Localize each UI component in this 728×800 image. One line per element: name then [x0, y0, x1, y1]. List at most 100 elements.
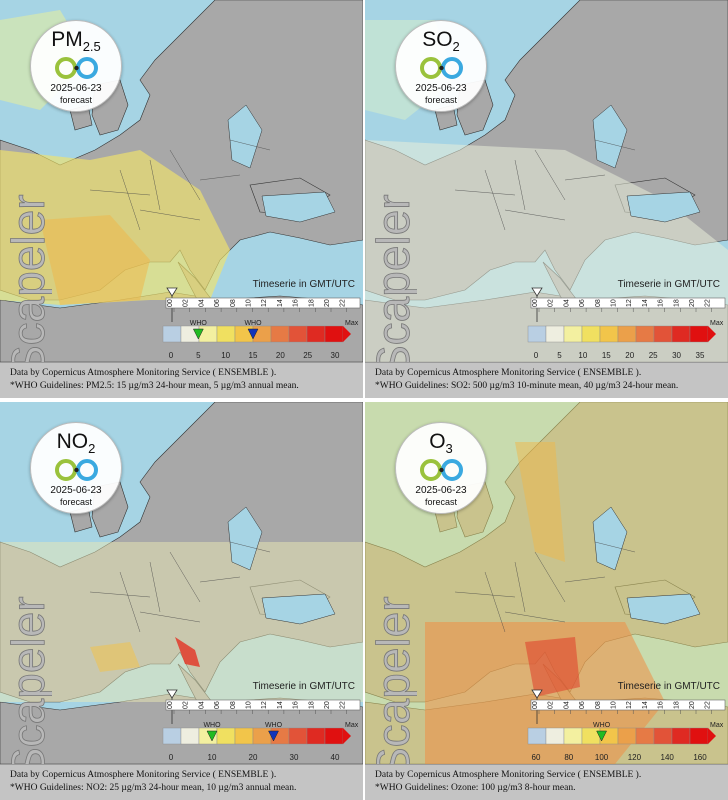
who-marker-icon	[206, 730, 218, 742]
scale-swatch	[162, 727, 182, 745]
country-border	[484, 571, 506, 633]
scale-tick-label: 25	[303, 351, 312, 360]
who-marker-icon	[192, 328, 204, 340]
country-border	[149, 561, 161, 613]
who-guideline: *WHO Guidelines: Ozone: 100 µg/m3 8-hour…	[375, 783, 576, 793]
map-panel-so2: Scapeler SO2 2025-06-23 forecast Timeser…	[365, 0, 728, 398]
max-arrow-icon	[708, 326, 716, 342]
country-border	[89, 591, 151, 598]
time-tick-label: 10	[246, 701, 253, 709]
map-panel-pm25: Scapeler PM2.5 2025-06-23 forecast Times…	[0, 0, 363, 398]
time-tick-label: 06	[214, 299, 221, 307]
time-tick-label: 18	[308, 701, 315, 709]
scapeler-logo-icon	[420, 57, 463, 79]
time-tick-label: 02	[548, 701, 555, 709]
scale-swatch	[545, 727, 565, 745]
time-slider[interactable]: 00 02 04 06 08 10 12 14 16 18 20 22	[163, 688, 363, 728]
scale-tick-label: 40	[331, 753, 340, 762]
color-scale-legend: Max 0 5 10 15 20 25 30 WHO WHO	[162, 320, 359, 360]
time-tick-label: 12	[626, 701, 633, 709]
time-tick-label: 00	[532, 299, 539, 307]
time-tick-label: 14	[277, 701, 284, 709]
inland-sea	[626, 191, 701, 223]
scale-tick-label: 80	[564, 753, 573, 762]
scale-swatch	[653, 727, 673, 745]
timeserie-label: Timeserie in GMT/UTC	[617, 681, 720, 692]
forecast-label: forecast	[59, 95, 92, 105]
country-border	[514, 159, 526, 211]
scale-swatch	[162, 325, 182, 343]
who-guideline: *WHO Guidelines: PM2.5: 15 µg/m3 24-hour…	[10, 381, 299, 391]
scale-tick-label: 10	[208, 753, 217, 762]
scale-tick-label: 15	[602, 351, 611, 360]
scale-swatch	[288, 325, 308, 343]
time-tick-label: 20	[689, 299, 696, 307]
pollutant-badge: PM2.5 2025-06-23 forecast	[30, 20, 122, 112]
time-cursor-icon[interactable]	[531, 287, 543, 297]
time-tick-label: 12	[626, 299, 633, 307]
time-tick-label: 20	[689, 701, 696, 709]
max-arrow-icon	[343, 728, 351, 744]
scale-tick-label: 20	[276, 351, 285, 360]
who-marker-icon	[247, 328, 259, 340]
max-label: Max	[345, 722, 359, 729]
time-tick-label: 04	[198, 299, 205, 307]
data-credit: Data by Copernicus Atmosphere Monitoring…	[10, 770, 277, 780]
country-border	[454, 189, 516, 196]
who-marker-icon	[596, 730, 608, 742]
time-tick-label: 08	[595, 299, 602, 307]
max-label: Max	[345, 320, 359, 327]
map-footer: Data by Copernicus Atmosphere Monitoring…	[0, 764, 363, 800]
time-tick-label: 04	[563, 701, 570, 709]
time-tick-label: 08	[595, 701, 602, 709]
scale-tick-label: 160	[693, 753, 707, 762]
scale-swatch	[671, 727, 691, 745]
time-track[interactable]	[530, 297, 726, 309]
scale-tick-label: 140	[661, 753, 675, 762]
scale-tick-label: 0	[169, 351, 174, 360]
time-tick-label: 22	[340, 299, 347, 307]
data-credit: Data by Copernicus Atmosphere Monitoring…	[375, 770, 642, 780]
scale-swatch	[581, 325, 601, 343]
time-cursor-icon[interactable]	[166, 689, 178, 699]
time-tick-label: 00	[167, 299, 174, 307]
who-label: WHO	[203, 722, 221, 729]
time-tick-label: 12	[261, 299, 268, 307]
scale-swatch	[324, 727, 344, 745]
scale-tick-label: 5	[196, 351, 201, 360]
concentration-overlay	[90, 642, 140, 672]
pollutant-badge: NO2 2025-06-23 forecast	[30, 422, 122, 514]
forecast-date: 2025-06-23	[50, 83, 102, 94]
pollutant-title: NO2	[56, 430, 96, 457]
time-cursor-icon[interactable]	[166, 287, 178, 297]
scale-swatch	[198, 325, 218, 343]
color-scale-legend: Max 60 80 100 120 140 160 WHO	[527, 722, 724, 762]
time-tick-label: 22	[340, 701, 347, 709]
time-track[interactable]	[530, 699, 726, 711]
scale-swatch	[617, 727, 637, 745]
time-tick-label: 10	[246, 299, 253, 307]
scale-tick-label: 30	[290, 753, 299, 762]
time-tick-label: 18	[673, 701, 680, 709]
country-border	[89, 189, 151, 196]
map-footer: Data by Copernicus Atmosphere Monitoring…	[365, 362, 728, 398]
time-slider[interactable]: 00 02 04 06 08 10 12 14 16 18 20 22	[528, 286, 728, 326]
who-label: WHO	[593, 722, 611, 729]
who-label: WHO	[190, 320, 208, 327]
country-border	[594, 541, 636, 553]
country-border	[119, 169, 141, 231]
concentration-overlay	[525, 637, 580, 697]
who-label: WHO	[244, 320, 262, 327]
time-cursor-icon[interactable]	[531, 689, 543, 699]
scale-swatch	[635, 325, 655, 343]
time-slider[interactable]: 00 02 04 06 08 10 12 14 16 18 20 22	[528, 688, 728, 728]
scale-swatch	[527, 727, 547, 745]
country-border	[534, 149, 566, 201]
inland-sea	[592, 506, 628, 571]
time-slider[interactable]: 00 02 04 06 08 10 12 14 16 18 20 22	[163, 286, 363, 326]
time-tick-label: 12	[261, 701, 268, 709]
time-tick-label: 14	[277, 299, 284, 307]
time-track[interactable]	[165, 699, 361, 711]
time-track[interactable]	[165, 297, 361, 309]
